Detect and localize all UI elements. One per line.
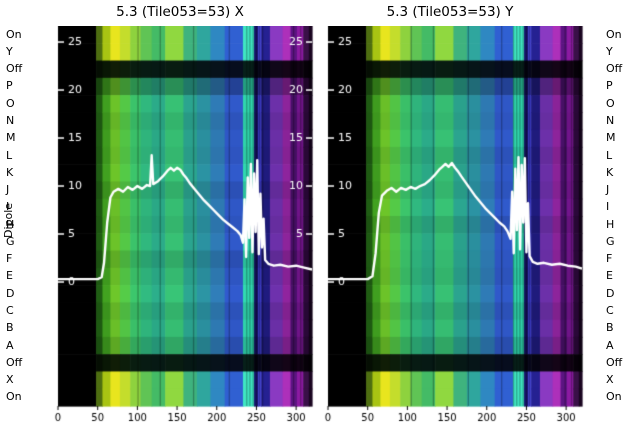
plot-y-canvas (316, 26, 584, 440)
dipole-label: M (6, 131, 16, 145)
dipole-label: X (6, 373, 14, 387)
dipole-label: N (606, 114, 615, 127)
dipole-label: O (6, 96, 15, 110)
dipole-label: L (6, 148, 13, 162)
dipole-label: H (6, 217, 15, 231)
dipole-label: Off (606, 62, 623, 76)
plot-x-canvas (46, 26, 314, 440)
dipole-label: Off (6, 355, 23, 369)
dipole-label: P (606, 79, 613, 93)
dipole-label: I (6, 200, 10, 214)
dipole-label: J (6, 183, 10, 197)
dipole-label: E (6, 269, 13, 283)
dipole-labels-right: On Y Off P O N M L K J I H G F E D C B A Off X On (592, 0, 640, 440)
dipole-label: G (606, 234, 615, 248)
dipole-label: P (6, 79, 13, 93)
dipole-label: I (606, 200, 610, 214)
dipole-label: O (606, 96, 615, 110)
dipole-label: On (606, 390, 622, 404)
dipole-label: J (606, 183, 610, 197)
dipole-label: K (606, 165, 614, 179)
dipole-labels-left: On Y Off P O N M L K J I H G F E D C B A Off X On (0, 0, 44, 440)
dipole-label: X (606, 373, 614, 387)
dipole-label: On (6, 27, 22, 41)
dipole-label: On (606, 27, 622, 41)
dipole-label: Off (6, 62, 23, 76)
dipole-label: F (6, 252, 13, 266)
dipole-label: G (6, 234, 15, 248)
dipole-label: F (606, 252, 613, 266)
dipole-label: K (6, 165, 14, 179)
dipole-label: B (6, 321, 14, 335)
dipole-label: C (6, 304, 14, 317)
plot-title-x: 5.3 (Tile053=53) X (116, 4, 244, 20)
plot-title-y: 5.3 (Tile053=53) Y (386, 4, 514, 20)
dipole-label: N (6, 114, 15, 127)
dipole-label: A (606, 338, 614, 352)
dipole-label: E (606, 269, 613, 283)
dipole-label: M (606, 131, 616, 145)
dipole-label: B (606, 321, 614, 335)
dipole-label: H (606, 217, 615, 231)
dipole-label: Y (606, 44, 613, 58)
dipole-label: On (6, 390, 22, 404)
dipole-label: L (606, 148, 613, 162)
dipole-label: D (606, 286, 615, 300)
dipole-label: Off (606, 355, 623, 369)
dipole-label: D (6, 286, 15, 300)
dipole-label: A (6, 338, 14, 352)
dipole-label: C (606, 304, 614, 317)
dipole-label: Y (6, 44, 13, 58)
